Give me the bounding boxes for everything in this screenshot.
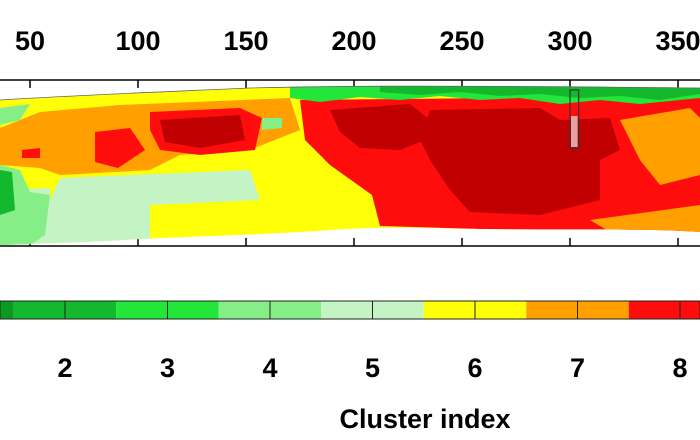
colorbar-tick-label: 5 — [365, 353, 380, 383]
cluster-region — [380, 86, 700, 100]
x-tick-label: 250 — [439, 26, 484, 56]
section-outline — [0, 85, 700, 101]
colorbar-title: Cluster index — [339, 404, 510, 434]
cluster-region — [0, 104, 30, 125]
colorbar-segment — [0, 301, 14, 319]
x-tick-label: 300 — [547, 26, 592, 56]
cluster-region — [620, 108, 700, 185]
marker-outline — [569, 89, 580, 149]
cluster-region — [590, 205, 700, 232]
highlight-marker — [569, 89, 580, 149]
colorbar-border — [0, 300, 700, 320]
colorbar-tick-label: 4 — [262, 353, 277, 383]
colorbar-tick-label: 7 — [570, 353, 585, 383]
colorbar-tick-label: 6 — [467, 353, 482, 383]
cluster-region — [95, 128, 145, 168]
x-tick-label: 50 — [15, 26, 45, 56]
colorbar-tick-label: 3 — [160, 353, 175, 383]
x-tick-label: 100 — [115, 26, 160, 56]
cluster-region — [262, 118, 282, 130]
colorbar-tick-label: 8 — [672, 353, 687, 383]
cluster-section-image — [0, 86, 700, 246]
colorbar-tick-label: 2 — [57, 353, 72, 383]
cluster-region — [22, 148, 40, 158]
colorbar-segment — [628, 301, 700, 319]
x-tick-label: 200 — [331, 26, 376, 56]
x-tick-label: 350 — [655, 26, 700, 56]
marker-fill — [571, 116, 578, 147]
colorbar — [0, 300, 700, 320]
x-tick-label: 150 — [223, 26, 268, 56]
cluster-region — [330, 104, 430, 150]
cluster-region — [0, 170, 15, 215]
colorbar-tick-labels: 2 3 4 5 6 7 8 — [57, 353, 687, 383]
cluster-region — [160, 115, 245, 148]
x-axis-tick-labels: 50 100 150 200 250 300 350 — [15, 26, 700, 246]
cluster-region — [0, 170, 260, 246]
